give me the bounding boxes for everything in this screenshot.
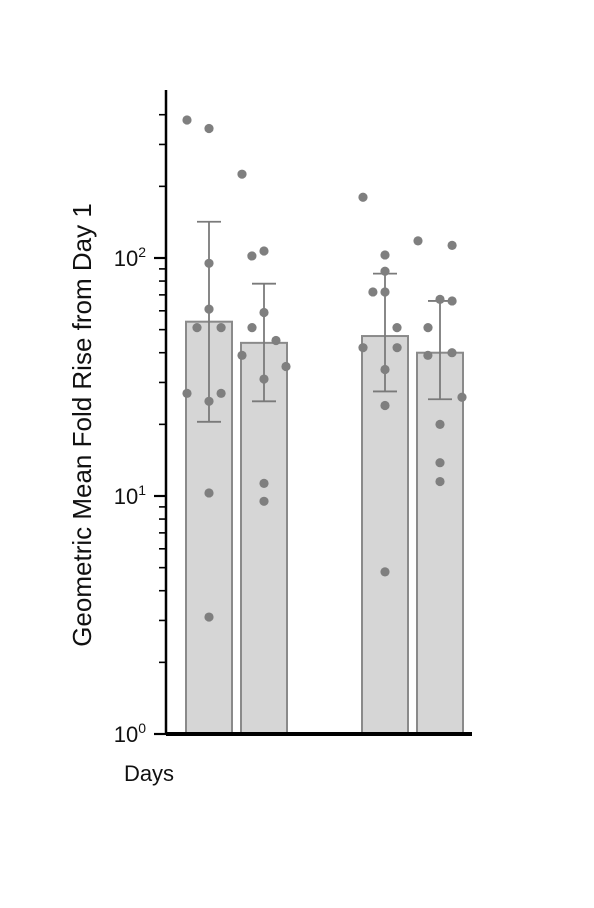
data-point (380, 567, 390, 577)
bar (416, 351, 464, 735)
data-point (204, 258, 214, 268)
y-tick-base: 10 (114, 484, 138, 509)
data-point (447, 348, 457, 358)
y-tick-exponent: 0 (138, 720, 146, 736)
y-axis-label: Geometric Mean Fold Rise from Day 1 (67, 203, 97, 647)
data-point (216, 322, 226, 333)
data-point (247, 322, 257, 333)
data-point (259, 307, 269, 318)
data-point (259, 246, 269, 256)
data-point (204, 123, 214, 134)
bar (361, 335, 409, 735)
y-tick-label: 101 (114, 482, 146, 509)
data-point (368, 287, 378, 297)
data-point (281, 361, 291, 372)
data-point (358, 343, 368, 353)
data-point (182, 388, 192, 398)
data-point (259, 478, 269, 488)
data-point (447, 240, 457, 250)
data-point (216, 388, 226, 398)
data-point (392, 343, 402, 353)
data-point (423, 350, 433, 360)
y-tick-exponent: 1 (138, 482, 146, 498)
data-point (435, 476, 445, 487)
y-tick-exponent: 2 (138, 244, 146, 260)
data-point (380, 364, 390, 375)
data-point (192, 322, 202, 333)
data-point (380, 400, 390, 411)
y-tick-label: 100 (114, 720, 146, 747)
data-point (182, 115, 192, 125)
y-tick-base: 10 (114, 246, 138, 271)
data-point (204, 488, 214, 498)
data-point (247, 251, 257, 261)
data-point (435, 458, 445, 468)
data-point (380, 250, 390, 260)
data-point (271, 335, 281, 346)
data-point (435, 419, 445, 429)
data-point (358, 192, 368, 202)
data-point (423, 322, 433, 333)
data-point (259, 374, 269, 384)
data-point (237, 350, 247, 360)
y-tick-label: 102 (114, 244, 146, 271)
y-tick-base: 10 (114, 722, 138, 747)
data-point (204, 396, 214, 406)
data-point (380, 287, 390, 297)
data-point (392, 322, 402, 333)
data-point (413, 236, 423, 246)
data-point (380, 266, 390, 276)
data-point (204, 304, 214, 314)
data-point (237, 169, 247, 179)
data-point (457, 392, 467, 402)
data-point (259, 496, 269, 506)
data-point (447, 296, 457, 306)
data-point (435, 294, 445, 304)
days-label: Days (124, 761, 174, 786)
data-point (204, 612, 214, 622)
